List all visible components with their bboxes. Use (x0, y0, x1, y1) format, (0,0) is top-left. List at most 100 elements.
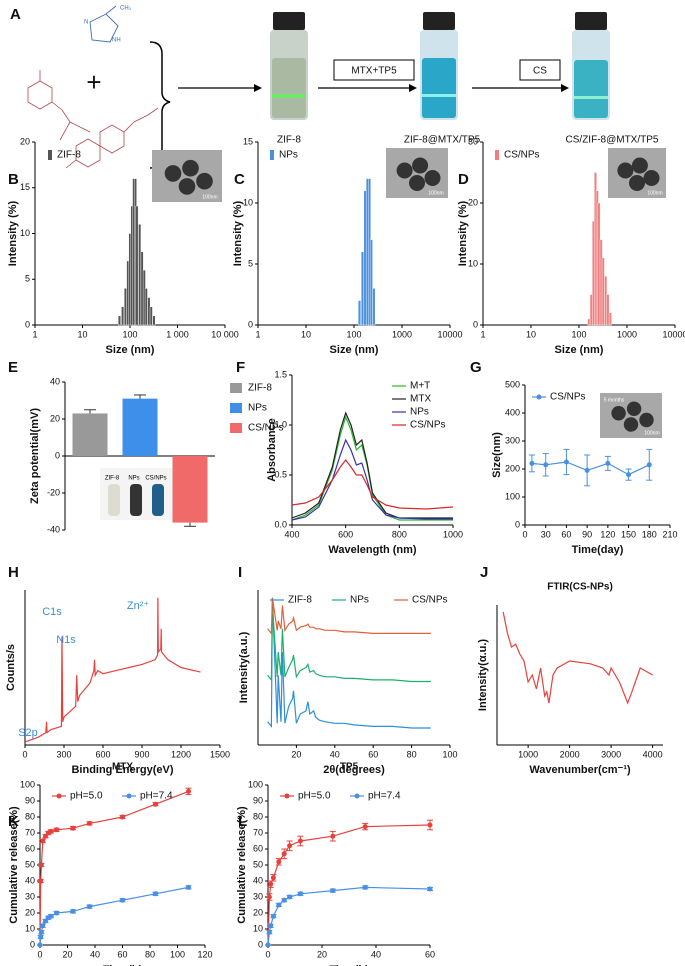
y-tick-label: 400 (505, 407, 520, 417)
marker (276, 902, 282, 908)
bar (361, 251, 364, 326)
x-tick-label: 0 (22, 749, 27, 759)
step-label: ZIF-8@MTX/TP5 (404, 135, 481, 146)
marker (87, 820, 92, 826)
series-line (531, 461, 650, 476)
inset-particle (424, 170, 441, 186)
series-line (24, 597, 201, 743)
series-line (267, 824, 431, 946)
y-tick-label: 0 (248, 319, 253, 329)
chart-title: TP5 (340, 762, 359, 773)
bar (118, 315, 121, 326)
chart-title: MTX (112, 762, 133, 773)
series-line (502, 611, 653, 705)
molecule (27, 70, 159, 169)
series-line (291, 415, 453, 521)
y-tick-label: 0.5 (274, 469, 287, 479)
x-axis-label: Time(h) (329, 964, 369, 966)
legend-label: pH=7.4 (140, 791, 173, 802)
x-axis-label: Time(h) (103, 964, 143, 966)
bar (147, 297, 151, 326)
y-tick-label: 0 (473, 319, 478, 329)
annotation: S2p (18, 727, 38, 739)
legend-label: MTX (410, 394, 431, 405)
marker (266, 894, 272, 900)
x-axis-label: Size (nm) (106, 344, 155, 356)
legend-label: ZIF-8 (57, 150, 81, 161)
panel-label: K (8, 813, 19, 830)
x-tick-label: 600 (95, 749, 110, 759)
marker (54, 910, 59, 916)
marker (563, 459, 569, 465)
x-tick-label: 300 (56, 749, 71, 759)
inset-particle (396, 162, 413, 179)
marker (268, 923, 274, 929)
bar (123, 288, 127, 326)
legend-marker (126, 793, 132, 799)
legend-swatch (230, 383, 242, 393)
marker (37, 942, 43, 948)
panel-label: G (470, 359, 482, 376)
bar (138, 224, 142, 326)
y-tick-label: -20 (47, 487, 60, 497)
marker (186, 788, 191, 794)
marker (87, 904, 92, 910)
y-tick-label: 100 (248, 779, 263, 789)
inset-particle (611, 406, 626, 421)
y-tick-label: 300 (505, 435, 520, 445)
y-tick-label: 30 (468, 136, 478, 146)
x-tick-label: 60 (117, 949, 127, 959)
inset-particle (409, 175, 425, 191)
legend-label: NPs (410, 407, 429, 418)
x-axis-label: Size (nm) (555, 344, 604, 356)
x-axis-label: Time(day) (572, 544, 624, 556)
y-tick-label: 90 (25, 795, 35, 805)
marker (605, 460, 611, 466)
arrow-box (333, 59, 415, 81)
y-tick-label: 30 (253, 891, 263, 901)
inset-label: 100nm (202, 194, 217, 200)
x-tick-label: 80 (407, 749, 417, 759)
marker (38, 862, 44, 868)
panel-label: I (238, 564, 242, 581)
x-tick-label: 1 (255, 329, 260, 339)
y-tick-label: 80 (25, 811, 35, 821)
molecule-label: NH (112, 38, 121, 44)
y-tick-label: 20 (253, 907, 263, 917)
x-tick-label: 2000 (560, 749, 580, 759)
y-tick-label: 10 (243, 197, 253, 207)
x-tick-label: 60 (425, 949, 435, 959)
molecule-label: CH₃ (120, 6, 132, 12)
step-label: CS/ZIF-8@MTX/TP5 (566, 135, 659, 146)
panel-label: J (480, 564, 488, 581)
molecule-label: N (84, 20, 88, 26)
y-tick-label: 60 (25, 843, 35, 853)
y-tick-label: 20 (50, 413, 60, 423)
bar (363, 190, 367, 326)
inset-label: NPs (128, 476, 139, 482)
y-tick-label: 0 (25, 319, 30, 329)
inset-vial (152, 484, 164, 516)
marker (40, 923, 46, 929)
x-tick-label: 80 (145, 949, 155, 959)
bar (606, 294, 610, 326)
y-tick-label: 10 (25, 923, 35, 933)
y-axis-label: Intensity (%) (457, 200, 469, 266)
y-tick-label: 10 (468, 258, 478, 268)
inset-particle (164, 165, 182, 182)
y-tick-label: 10 (20, 228, 30, 238)
y-axis-label: Intensity(a.u.) (238, 631, 250, 703)
x-tick-label: 90 (582, 529, 592, 539)
marker (153, 891, 158, 897)
series-line (267, 597, 431, 636)
y-tick-label: 100 (505, 491, 520, 501)
y-tick-label: 0 (258, 939, 263, 949)
legend-swatch (495, 150, 499, 160)
legend-label: pH=5.0 (298, 791, 331, 802)
inset-vial (108, 484, 120, 516)
vial (572, 12, 610, 120)
y-tick-label: 20 (468, 197, 478, 207)
x-tick-label: 40 (371, 949, 381, 959)
y-tick-label: 20 (25, 907, 35, 917)
x-tick-label: 10000 (437, 329, 462, 339)
